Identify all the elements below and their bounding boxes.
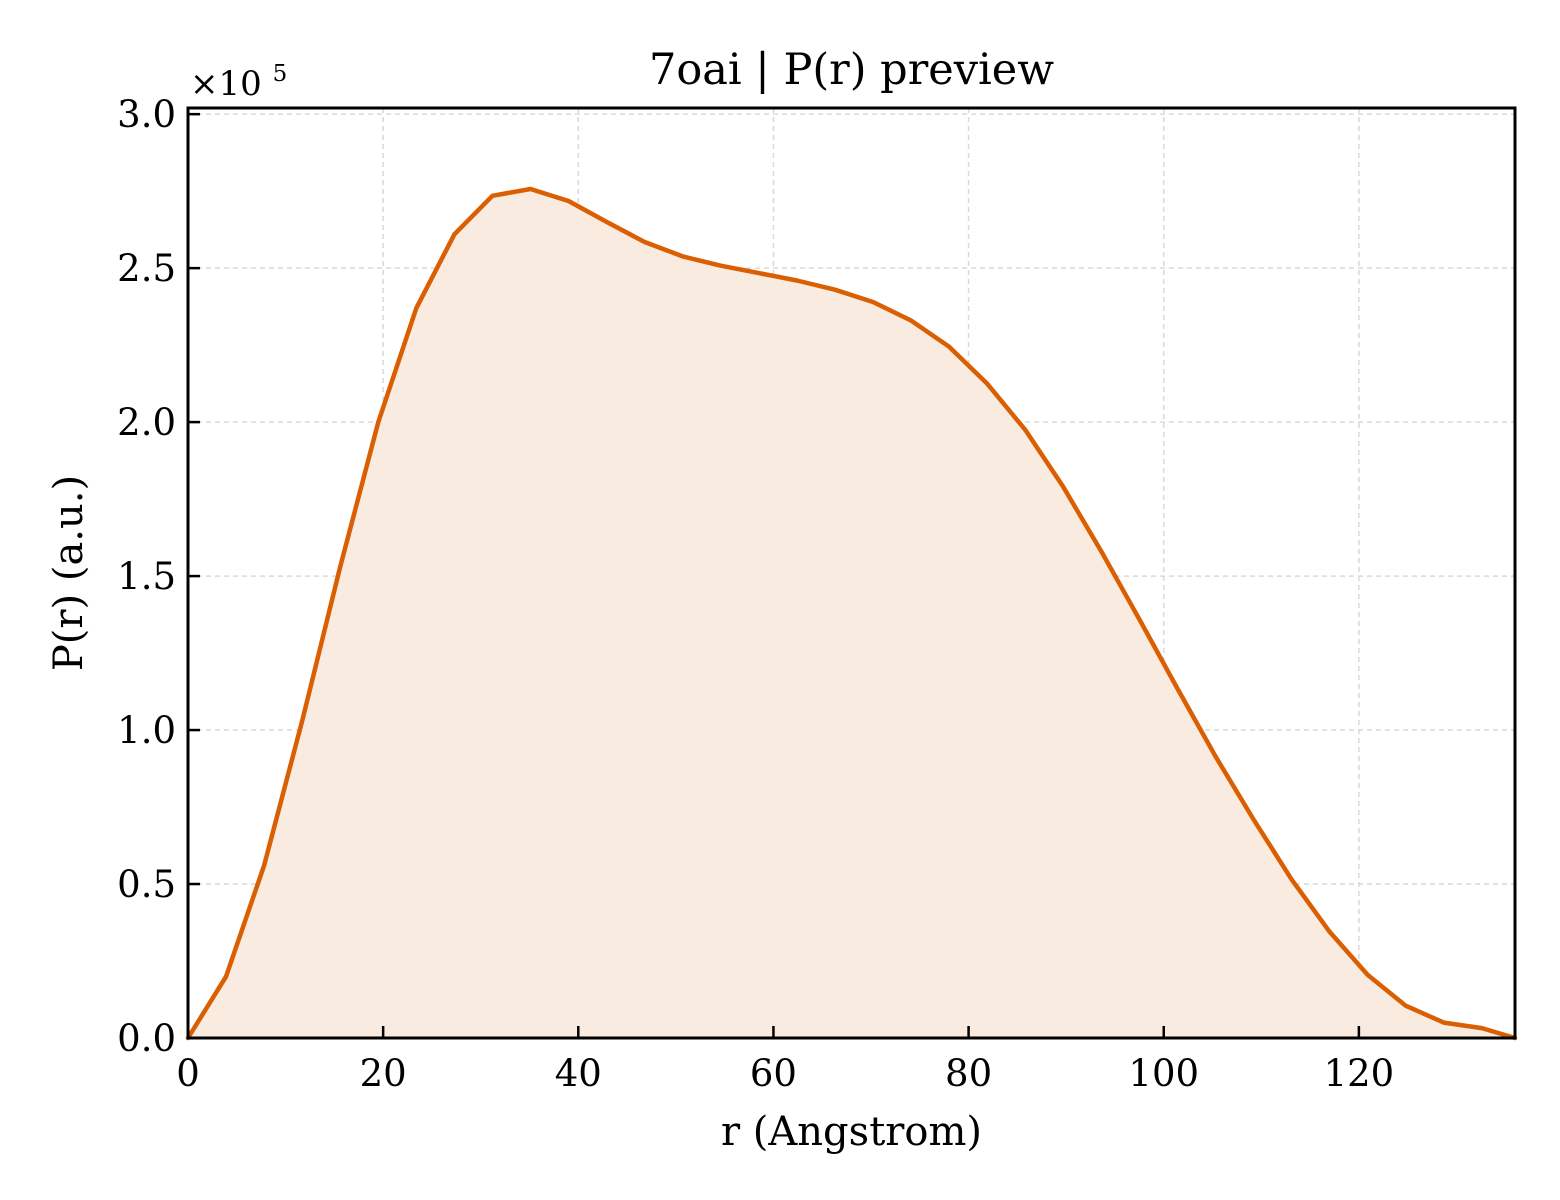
x-tick-label: 100 — [1128, 1052, 1199, 1095]
axis-ticks: 0 20 40 60 80 100 120 0.0 0.5 1.0 1.5 2.0 2.5 3.0 — [117, 93, 1394, 1095]
y-tick-label: 2.0 — [117, 401, 176, 444]
y-axis-multiplier-base: ×10 — [190, 64, 262, 104]
x-tick-label: 40 — [555, 1052, 602, 1095]
y-tick-label: 1.5 — [117, 555, 176, 598]
y-axis-multiplier-exponent: 5 — [273, 61, 288, 87]
x-tick-label: 120 — [1324, 1052, 1395, 1095]
y-tick-label: 0.0 — [117, 1017, 176, 1060]
y-tick-label: 3.0 — [117, 93, 176, 136]
series-area-fill — [188, 189, 1515, 1038]
x-tick-label: 80 — [945, 1052, 992, 1095]
x-tick-label: 0 — [176, 1052, 200, 1095]
y-tick-label: 0.5 — [117, 863, 176, 906]
x-tick-label: 60 — [750, 1052, 797, 1095]
y-axis-multiplier: ×10 5 — [190, 61, 287, 104]
y-tick-label: 1.0 — [117, 709, 176, 752]
chart-title: 7oai | P(r) preview — [649, 45, 1054, 95]
y-tick-label: 2.5 — [117, 247, 176, 290]
y-axis-label: P(r) (a.u.) — [46, 475, 92, 671]
x-tick-label: 20 — [360, 1052, 407, 1095]
plot-frame — [186, 106, 1517, 1040]
series-line — [185, 186, 1518, 1041]
x-axis-label: r (Angstrom) — [721, 1109, 982, 1155]
